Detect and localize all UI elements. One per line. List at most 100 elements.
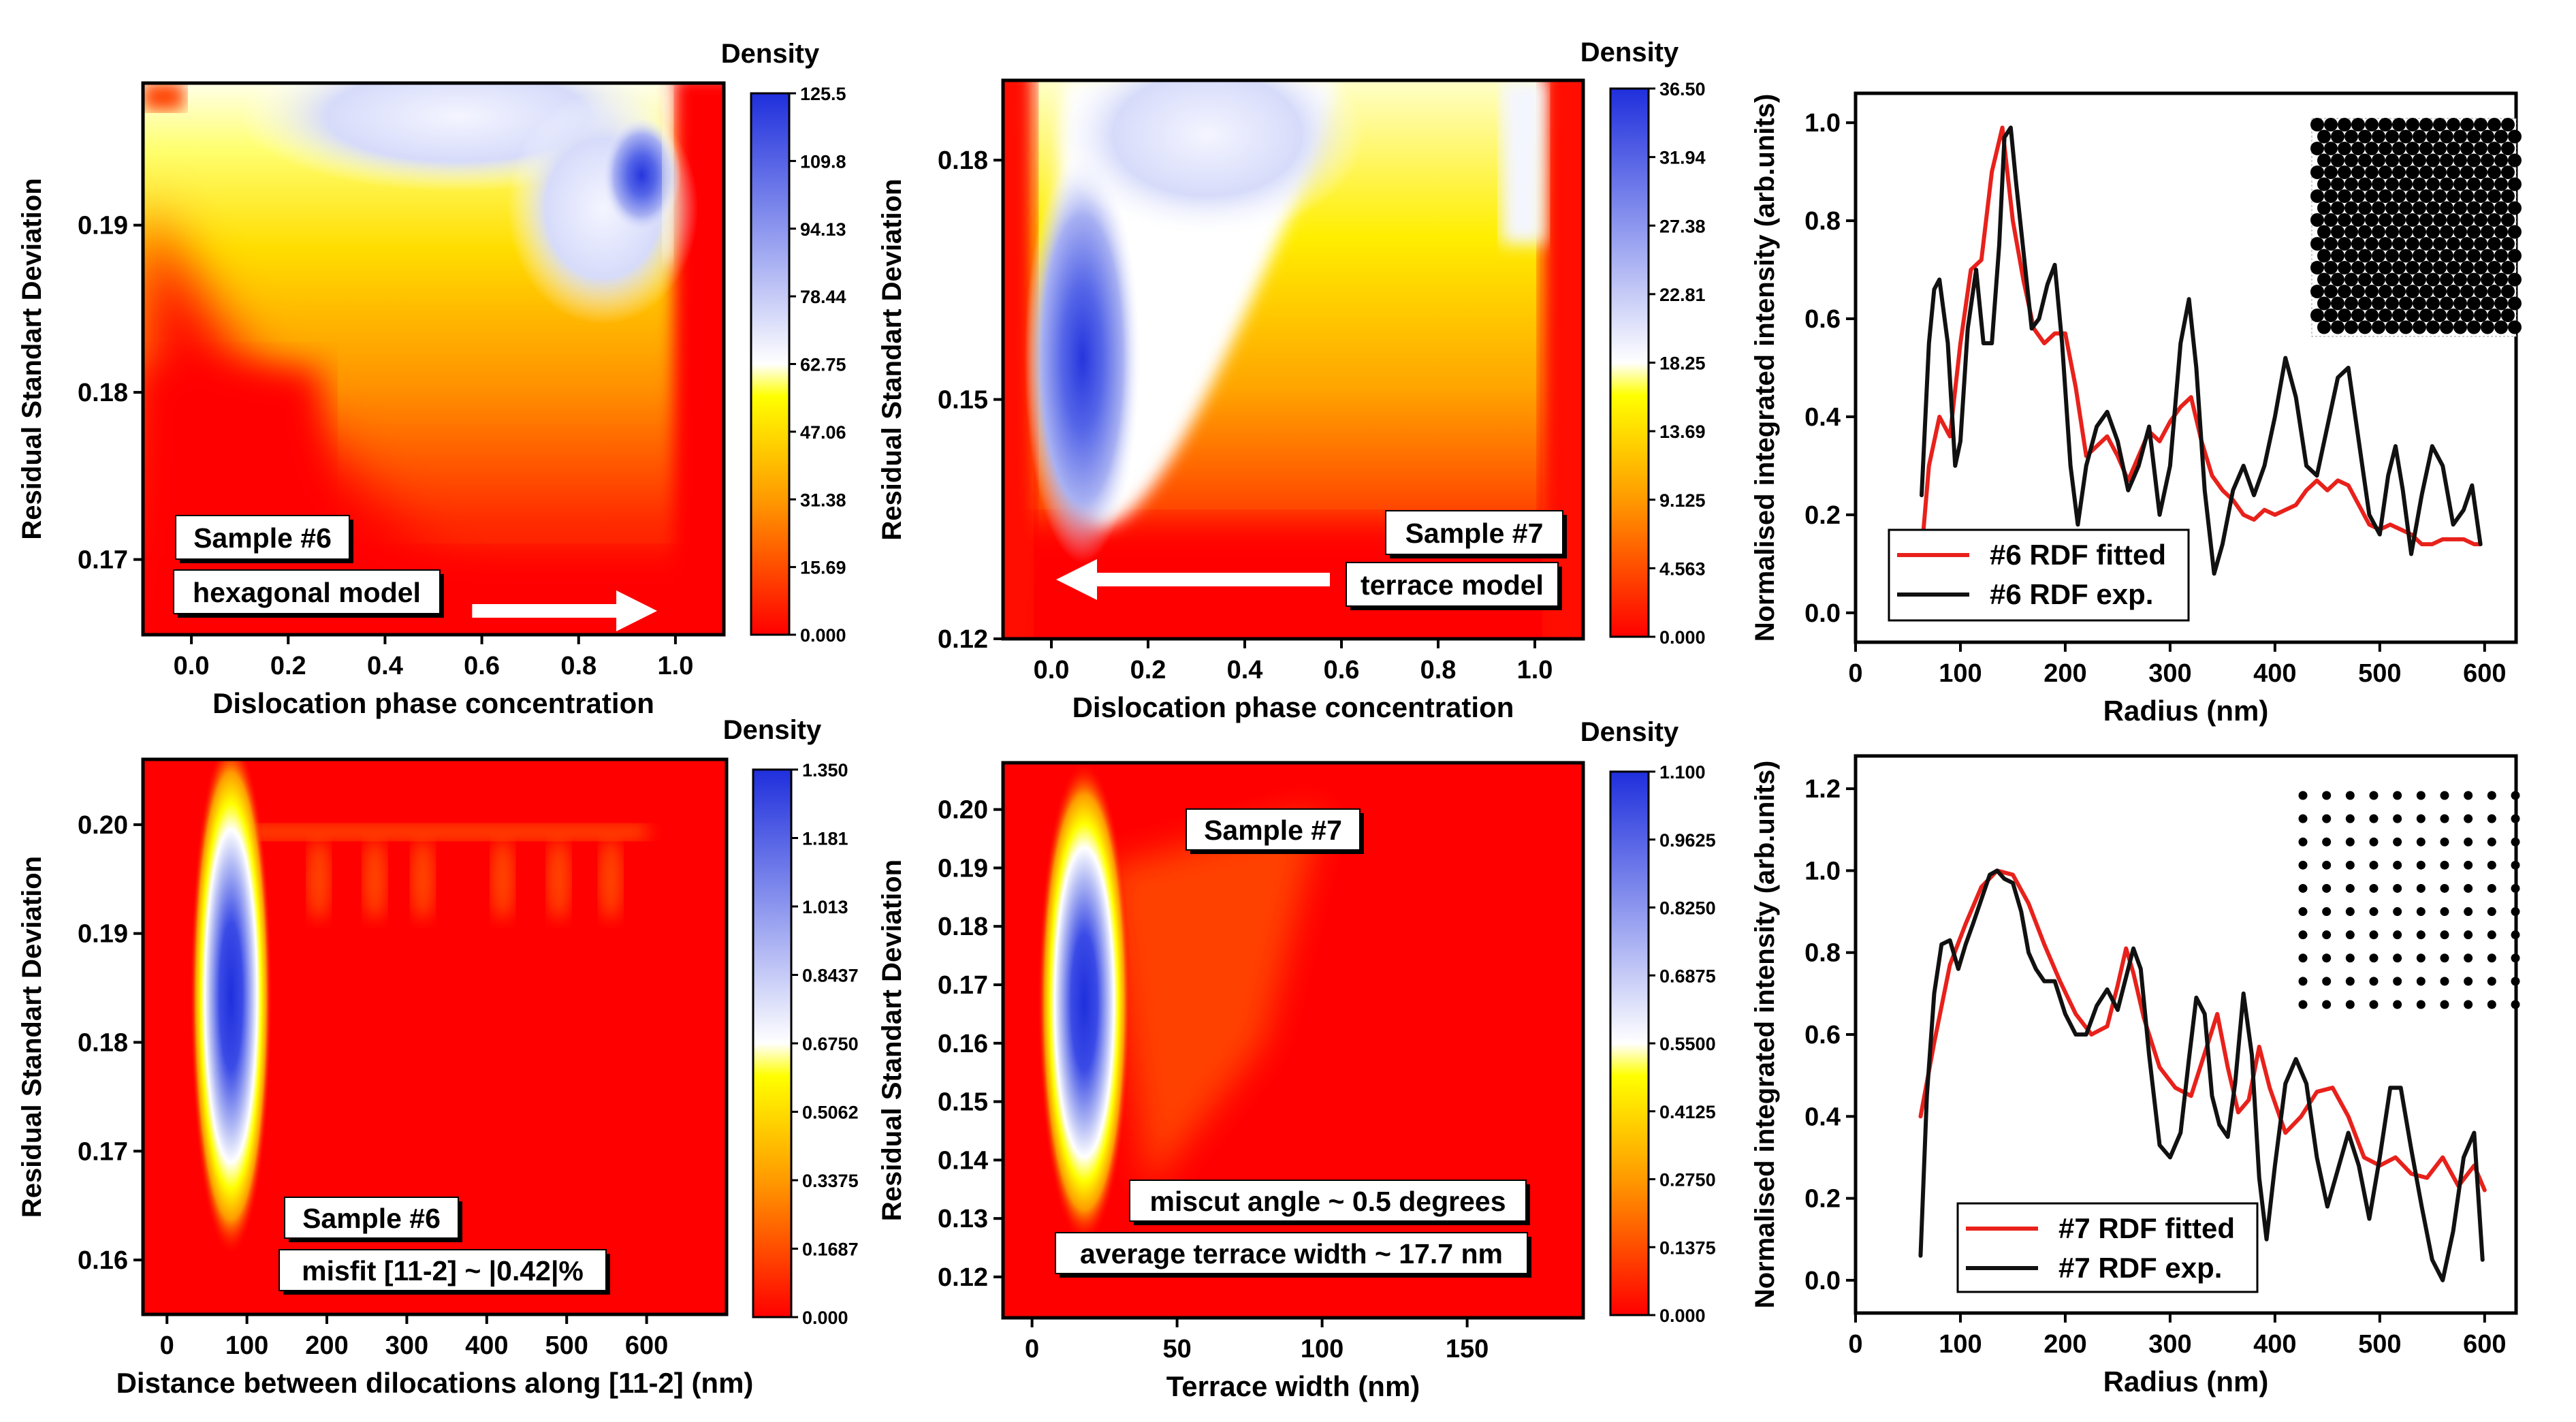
lattice-dot	[2487, 883, 2496, 893]
lattice-dot	[2379, 261, 2392, 274]
lattice-dot	[2322, 1000, 2332, 1009]
lattice-dot	[2345, 837, 2355, 847]
colorbar-title: Density	[1580, 37, 1679, 67]
lattice-dot	[2310, 237, 2324, 251]
lattice-dot	[2338, 142, 2351, 155]
legend-label: #6 RDF exp.	[1990, 578, 2153, 610]
lattice-dot	[2372, 320, 2385, 334]
lattice-dot	[2440, 153, 2453, 168]
lattice-dot	[2298, 953, 2308, 963]
lattice-dot	[2487, 977, 2496, 986]
lattice-dot	[2494, 272, 2508, 287]
lattice-dot	[2385, 177, 2399, 191]
heatmap-ridge	[1051, 80, 1364, 237]
lattice-dot	[2317, 296, 2331, 311]
x-tick-label: 100	[1939, 1330, 1982, 1359]
lattice-dot	[2331, 177, 2344, 191]
lattice-dot	[2481, 296, 2494, 311]
inset-square-lattice	[2298, 791, 2520, 1009]
lattice-dot	[2372, 249, 2385, 263]
colorbar-tick-label: 0.4125	[1659, 1102, 1716, 1122]
heatmap-peak	[1024, 154, 1141, 563]
lattice-dot	[2440, 272, 2453, 287]
lattice-dot	[2487, 907, 2496, 917]
lattice-dot	[2393, 953, 2402, 963]
lattice-dot	[2393, 860, 2402, 870]
lattice-dot	[2508, 177, 2522, 191]
colorbar-tick-label: 1.013	[802, 897, 848, 917]
lattice-dot	[2399, 177, 2413, 191]
lattice-dot	[2426, 272, 2440, 287]
lattice-dot	[2464, 907, 2473, 917]
lattice-dot	[2365, 285, 2379, 298]
y-axis-label: Normalised integrated intensity (arb.uni…	[1750, 761, 1780, 1309]
lattice-dot	[2440, 249, 2453, 263]
lattice-dot	[2440, 129, 2453, 144]
lattice-dot	[2487, 261, 2501, 274]
lattice-dot	[2511, 977, 2520, 986]
lattice-dot	[2447, 118, 2460, 131]
lattice-dot	[2365, 118, 2379, 131]
lattice-dot	[2440, 977, 2449, 986]
lattice-dot	[2392, 189, 2406, 203]
lattice-dot	[2379, 165, 2392, 179]
lattice-dot	[2426, 320, 2440, 334]
lattice-dot	[2467, 225, 2481, 239]
lattice-dot	[2392, 213, 2406, 227]
y-tick-label: 0.17	[938, 971, 988, 1000]
lattice-dot	[2501, 165, 2515, 179]
lattice-dot	[2369, 977, 2379, 986]
x-tick-label: 1.0	[658, 652, 694, 680]
x-tick-label: 100	[1939, 659, 1982, 688]
y-tick-label: 0.18	[938, 146, 988, 175]
sample-label: Sample #6	[193, 522, 332, 554]
lattice-dot	[2426, 296, 2440, 311]
x-tick-label: 0	[1025, 1335, 1039, 1363]
colorbar-tick-label: 0.5500	[1659, 1034, 1716, 1054]
x-tick-label: 0.6	[1324, 656, 1360, 684]
y-tick-label: 0.15	[938, 1088, 988, 1117]
lattice-dot	[2385, 320, 2399, 334]
lattice-dot	[2419, 309, 2433, 322]
lattice-dot	[2419, 285, 2433, 298]
lattice-dot	[2416, 791, 2426, 800]
lattice-dot	[2508, 272, 2522, 287]
lattice-dot	[2501, 237, 2515, 251]
lattice-dot	[2345, 814, 2355, 823]
x-axis-label: Radius (nm)	[2103, 695, 2269, 727]
lattice-dot	[2494, 201, 2508, 215]
lattice-dot	[2399, 225, 2413, 239]
lattice-dot	[2331, 296, 2344, 311]
lattice-dot	[2487, 860, 2496, 870]
lattice-dot	[2344, 272, 2358, 287]
x-axis-label: Distance between dilocations along [11-2…	[116, 1367, 754, 1399]
lattice-dot	[2345, 860, 2355, 870]
lattice-dot	[2440, 953, 2449, 963]
model-label-box	[1346, 562, 1559, 607]
y-tick-label: 0.13	[938, 1205, 988, 1233]
lattice-dot	[2322, 814, 2332, 823]
lattice-dot	[2365, 261, 2379, 274]
lattice-dot	[2487, 142, 2501, 155]
lattice-dot	[2322, 907, 2332, 917]
lattice-dot	[2467, 249, 2481, 263]
lattice-dot	[2351, 237, 2365, 251]
lattice-dot	[2494, 225, 2508, 239]
y-tick-label: 0.17	[78, 546, 128, 575]
lattice-dot	[2369, 930, 2379, 940]
lattice-dot	[2474, 213, 2487, 227]
lattice-dot	[2426, 129, 2440, 144]
y-tick-label: 0.20	[78, 811, 128, 840]
lattice-dot	[2494, 153, 2508, 168]
lattice-dot	[2413, 177, 2426, 191]
lattice-dot	[2317, 129, 2331, 144]
lattice-dot	[2324, 285, 2338, 298]
panel-rdf-sample7: 0 100 200 300 400 500 600 0.0 0.2 0.4 0.6 0.8 1.0 1.2…	[1750, 754, 2520, 1397]
lattice-dot	[2324, 213, 2338, 227]
lattice-dot	[2511, 791, 2520, 800]
lattice-dot	[2487, 814, 2496, 823]
lattice-dot	[2358, 129, 2372, 144]
lattice-dot	[2310, 142, 2324, 155]
colorbar-tick-label: 0.9625	[1659, 830, 1716, 851]
lattice-dot	[2474, 189, 2487, 203]
